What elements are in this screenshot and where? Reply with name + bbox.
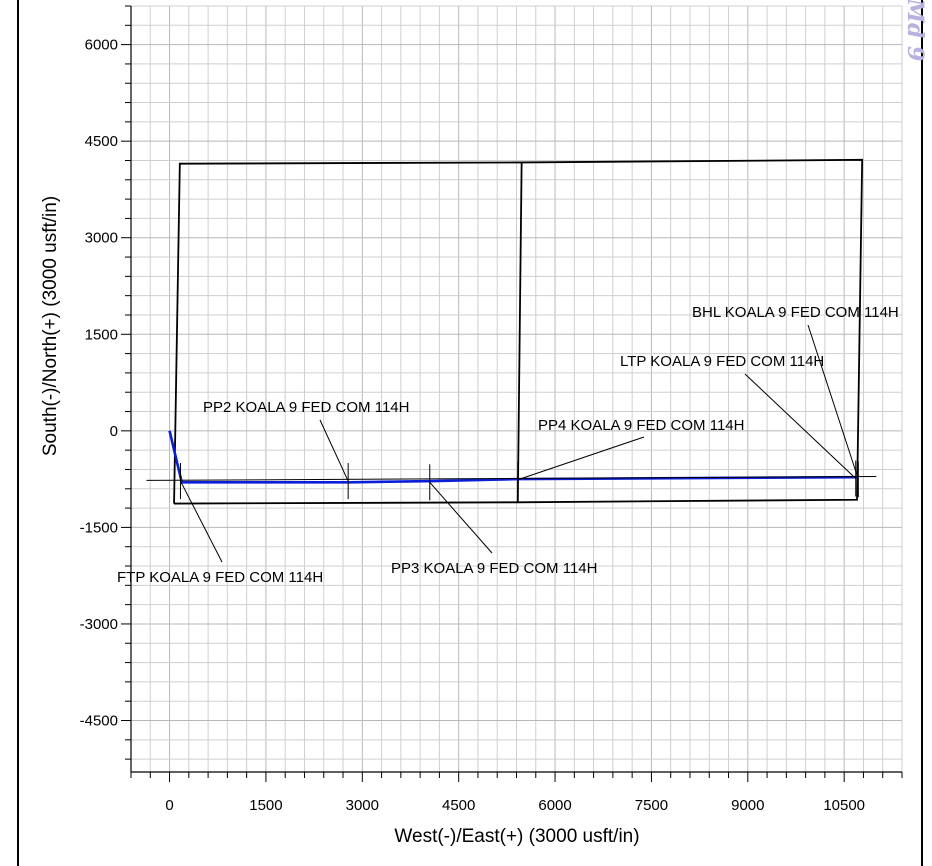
- y-tick-label: 3000: [85, 230, 118, 247]
- annotation-label: FTP KOALA 9 FED COM 114H: [117, 569, 323, 586]
- y-tick-label: -3000: [80, 616, 118, 633]
- annotation-leader: [744, 373, 857, 479]
- wellbore-path: [146, 430, 877, 484]
- lease-boundary-line: [516, 162, 523, 503]
- y-axis-title: South(-)/North(+) (3000 usft/in): [40, 196, 61, 456]
- x-tick-label: 10500: [823, 797, 865, 814]
- y-tick-label: -4500: [80, 713, 118, 730]
- x-tick-label: 4500: [442, 797, 475, 814]
- x-tick-label: 0: [165, 797, 173, 814]
- y-tick-label: 4500: [85, 133, 118, 150]
- x-tick-label: 3000: [346, 797, 379, 814]
- annotation-label: PP2 KOALA 9 FED COM 114H: [203, 399, 409, 416]
- annotation-leader: [429, 482, 493, 554]
- annotation-leader: [517, 436, 645, 481]
- chart-frame: [17, 0, 923, 866]
- grid: [130, 5, 903, 772]
- section-line: [146, 476, 877, 481]
- annotation-label: PP4 KOALA 9 FED COM 114H: [538, 417, 744, 434]
- annotations: BHL KOALA 9 FED COM 114H LTP KOALA 9 FED …: [117, 304, 899, 586]
- x-tick-label: 9000: [731, 797, 764, 814]
- wellbore-path-line: [168, 430, 858, 484]
- stamp-watermark: Md 9: [902, 0, 928, 61]
- annotation-label: BHL KOALA 9 FED COM 114H: [692, 304, 899, 321]
- annotation-label: PP3 KOALA 9 FED COM 114H: [391, 560, 597, 577]
- annotation-leader: [319, 419, 349, 482]
- annotation-leader: [807, 324, 859, 480]
- x-tick-label: 6000: [538, 797, 571, 814]
- y-tick-label: 6000: [85, 37, 118, 54]
- annotation-leader: [180, 480, 223, 563]
- x-tick-label: 7500: [635, 797, 668, 814]
- annotation-label: LTP KOALA 9 FED COM 114H: [620, 353, 824, 370]
- y-tick-label: 0: [110, 423, 118, 440]
- x-axis-title: West(-)/East(+) (3000 usft/in): [394, 826, 639, 847]
- lease-boundary: [173, 158, 864, 505]
- y-tick-label: 1500: [85, 326, 118, 343]
- axes: 0 1500 3000 4500 6000 7500 9000 10500 6000 4500 30…: [80, 5, 903, 814]
- y-tick-label: -1500: [80, 519, 118, 536]
- x-tick-label: 1500: [249, 797, 282, 814]
